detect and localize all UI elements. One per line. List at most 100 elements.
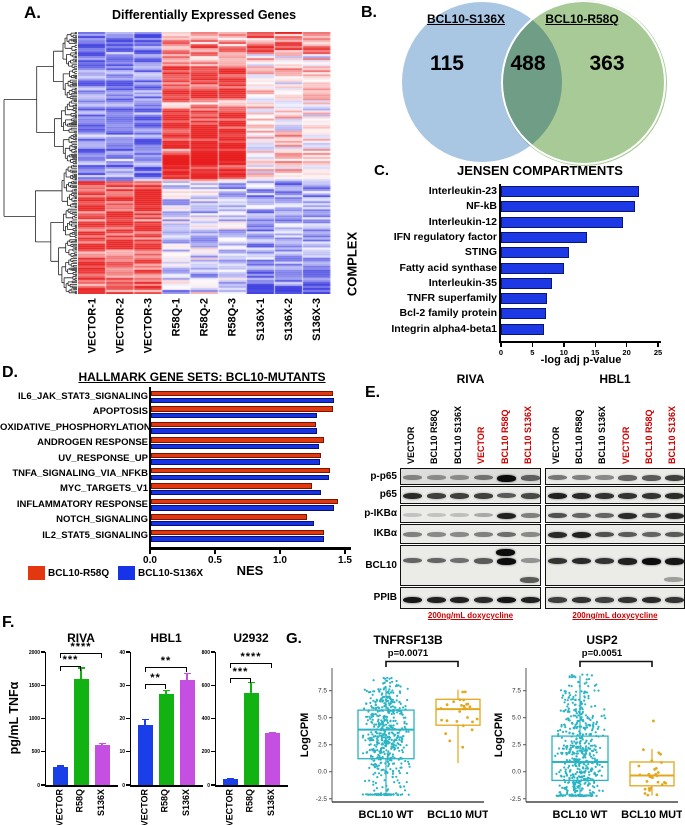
data-point: [563, 766, 566, 769]
data-point: [369, 793, 372, 796]
data-point: [573, 727, 576, 730]
blot-title-hbl1: HBL1: [599, 372, 631, 386]
data-point: [396, 735, 399, 738]
data-point: [571, 732, 574, 735]
data-point: [579, 770, 582, 773]
data-point: [588, 723, 591, 727]
data-point: [379, 700, 382, 703]
data-point: [571, 794, 574, 797]
data-point: [584, 767, 587, 770]
jensen-bar: [501, 262, 564, 274]
elisa-y-tick-label: 200: [201, 749, 210, 756]
jensen-category-label: Fatty acid synthase: [399, 261, 497, 274]
data-point: [559, 794, 562, 797]
data-point: [396, 731, 399, 735]
data-point: [373, 765, 376, 768]
data-point: [367, 733, 370, 736]
data-point: [561, 694, 565, 697]
hallmark-bar-r58q: [151, 406, 333, 412]
data-point: [379, 762, 382, 765]
data-point: [391, 769, 395, 772]
data-point: [582, 762, 585, 765]
data-point: [396, 746, 400, 749]
data-point: [562, 710, 565, 713]
protein-band: [641, 596, 661, 604]
box-y-tick-label: 0.0: [512, 769, 521, 776]
data-point: [579, 745, 582, 748]
data-point: [389, 793, 392, 796]
data-point: [386, 789, 389, 792]
data-point: [575, 712, 578, 715]
data-point: [577, 681, 580, 684]
protein-band: [497, 492, 517, 499]
data-point: [371, 718, 374, 721]
data-point: [386, 699, 390, 702]
data-point: [376, 741, 379, 744]
elisa-bar: [137, 725, 153, 785]
data-point: [582, 775, 585, 778]
box-y-tick-label: 0.0: [318, 769, 327, 776]
jensen-category-label: Bcl-2 family protein: [399, 307, 497, 320]
data-point: [584, 747, 587, 750]
data-point: [603, 728, 606, 731]
box-title: USP2: [586, 633, 618, 647]
data-point: [374, 713, 377, 716]
protein-band: [664, 531, 684, 538]
protein-band: [426, 512, 446, 517]
data-point: [558, 784, 561, 787]
data-point: [586, 767, 589, 770]
data-point: [592, 723, 595, 726]
elisa-y-tick: [211, 751, 215, 753]
data-point: [587, 777, 590, 780]
jensen-category-label: Interleukin-35: [428, 276, 497, 289]
data-point: [386, 695, 389, 698]
data-point: [576, 750, 579, 753]
data-point: [575, 737, 578, 740]
elisa-y-tick-label: 1500: [28, 682, 40, 689]
data-point: [585, 745, 588, 748]
data-point: [571, 776, 574, 780]
data-point: [470, 728, 474, 732]
elisa-error-cap: [183, 673, 191, 675]
data-point: [578, 758, 581, 761]
data-point: [575, 755, 578, 758]
hallmark-category-label: APOPTOSIS: [92, 406, 148, 418]
panel-d-label: D.: [2, 364, 18, 381]
hallmark-category-label: UV_RESPONSE_UP: [58, 452, 148, 464]
data-point: [563, 787, 567, 790]
data-point: [563, 762, 567, 765]
blot-strip: [545, 524, 685, 544]
data-point: [583, 794, 586, 797]
protein-band: [520, 596, 540, 604]
data-point: [376, 735, 379, 738]
protein-band: [594, 557, 614, 565]
elisa-y-tick-label: 0: [37, 782, 40, 789]
data-point: [398, 772, 401, 775]
data-point: [564, 794, 567, 797]
outlier-point: [652, 719, 655, 723]
sig-stars: ****: [240, 651, 262, 664]
data-point: [596, 759, 599, 762]
data-point: [591, 750, 594, 753]
data-point: [402, 716, 405, 719]
protein-band: [664, 557, 684, 565]
protein-band: [450, 475, 470, 480]
data-point: [390, 747, 393, 750]
data-point: [375, 793, 378, 796]
data-point: [556, 729, 560, 732]
sig-bracket-tick: [60, 665, 62, 671]
data-point: [390, 691, 393, 694]
data-point: [564, 726, 567, 729]
sig-bracket-tick: [164, 683, 166, 689]
jensen-bar: [501, 323, 545, 335]
data-point: [369, 754, 373, 757]
sig-bracket-tick: [100, 652, 102, 658]
data-point: [585, 681, 588, 684]
elisa-y-tick: [126, 684, 130, 686]
sig-stars: ***: [62, 654, 79, 667]
jensen-x-tick: [594, 343, 596, 347]
data-point: [593, 689, 596, 692]
data-point: [595, 751, 598, 754]
data-point: [574, 714, 577, 717]
